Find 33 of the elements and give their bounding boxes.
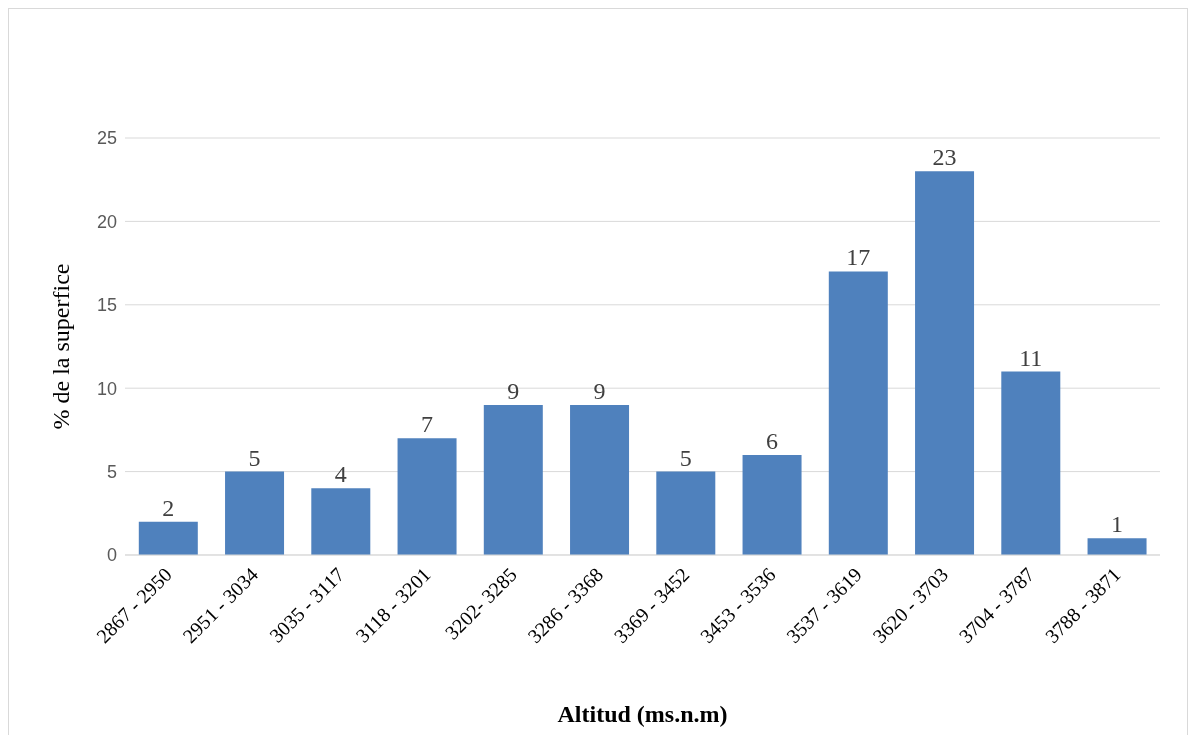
- bar: [1001, 371, 1061, 555]
- data-label: 5: [248, 444, 261, 471]
- data-label: 1: [1111, 511, 1124, 538]
- x-axis-title: Altitud (ms.n.m): [557, 701, 728, 727]
- bar: [138, 521, 198, 555]
- bar: [828, 271, 888, 555]
- bar: [915, 171, 975, 555]
- y-tick-label: 10: [96, 378, 117, 399]
- data-label: 17: [846, 244, 871, 271]
- y-tick-label: 15: [96, 295, 117, 316]
- data-label: 4: [334, 461, 347, 488]
- y-tick-label: 25: [96, 128, 117, 149]
- bar: [483, 404, 543, 555]
- bar: [742, 454, 802, 555]
- bar: [397, 438, 457, 555]
- data-label: 6: [766, 427, 779, 454]
- y-tick-label: 0: [106, 545, 117, 566]
- bar: [570, 404, 630, 555]
- x-tick-label: 3369 - 3452: [609, 563, 694, 648]
- bar: [311, 488, 371, 555]
- y-tick-label: 20: [96, 211, 117, 232]
- data-label: 23: [932, 144, 957, 171]
- data-label: 7: [421, 411, 434, 438]
- y-axis-title: % de la superfice: [47, 263, 74, 430]
- data-label: 9: [593, 377, 606, 404]
- bar: [1087, 538, 1147, 555]
- data-label: 9: [507, 377, 520, 404]
- data-label: 2: [162, 494, 175, 521]
- y-tick-label: 5: [106, 461, 117, 482]
- bar: [225, 471, 285, 555]
- data-label: 5: [679, 444, 692, 471]
- bar: [656, 471, 716, 555]
- data-label: 11: [1019, 344, 1043, 371]
